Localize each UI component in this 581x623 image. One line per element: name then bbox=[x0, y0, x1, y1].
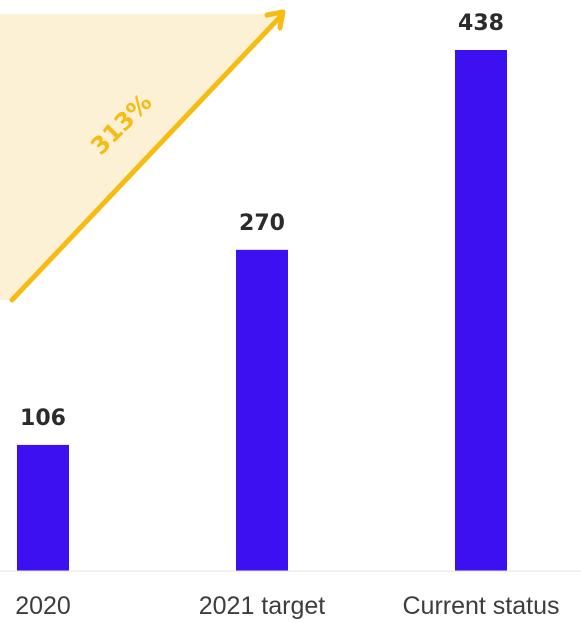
value-label-2: 438 bbox=[458, 11, 504, 36]
bar-2 bbox=[455, 50, 507, 571]
bar-1 bbox=[236, 249, 288, 571]
value-label-0: 106 bbox=[20, 406, 66, 431]
growth-arrow-line bbox=[9, 14, 283, 303]
category-label-1: 2021 target bbox=[199, 592, 326, 620]
category-label-2: Current status bbox=[402, 592, 559, 620]
value-labels: 106 270 438 bbox=[20, 11, 504, 431]
bar-0 bbox=[17, 444, 69, 571]
category-label-0: 2020 bbox=[15, 592, 71, 620]
category-labels: 2020 2021 target Current status bbox=[15, 592, 559, 620]
value-label-1: 270 bbox=[239, 211, 285, 236]
growth-arrow-icon bbox=[264, 9, 286, 31]
bars bbox=[17, 50, 507, 571]
